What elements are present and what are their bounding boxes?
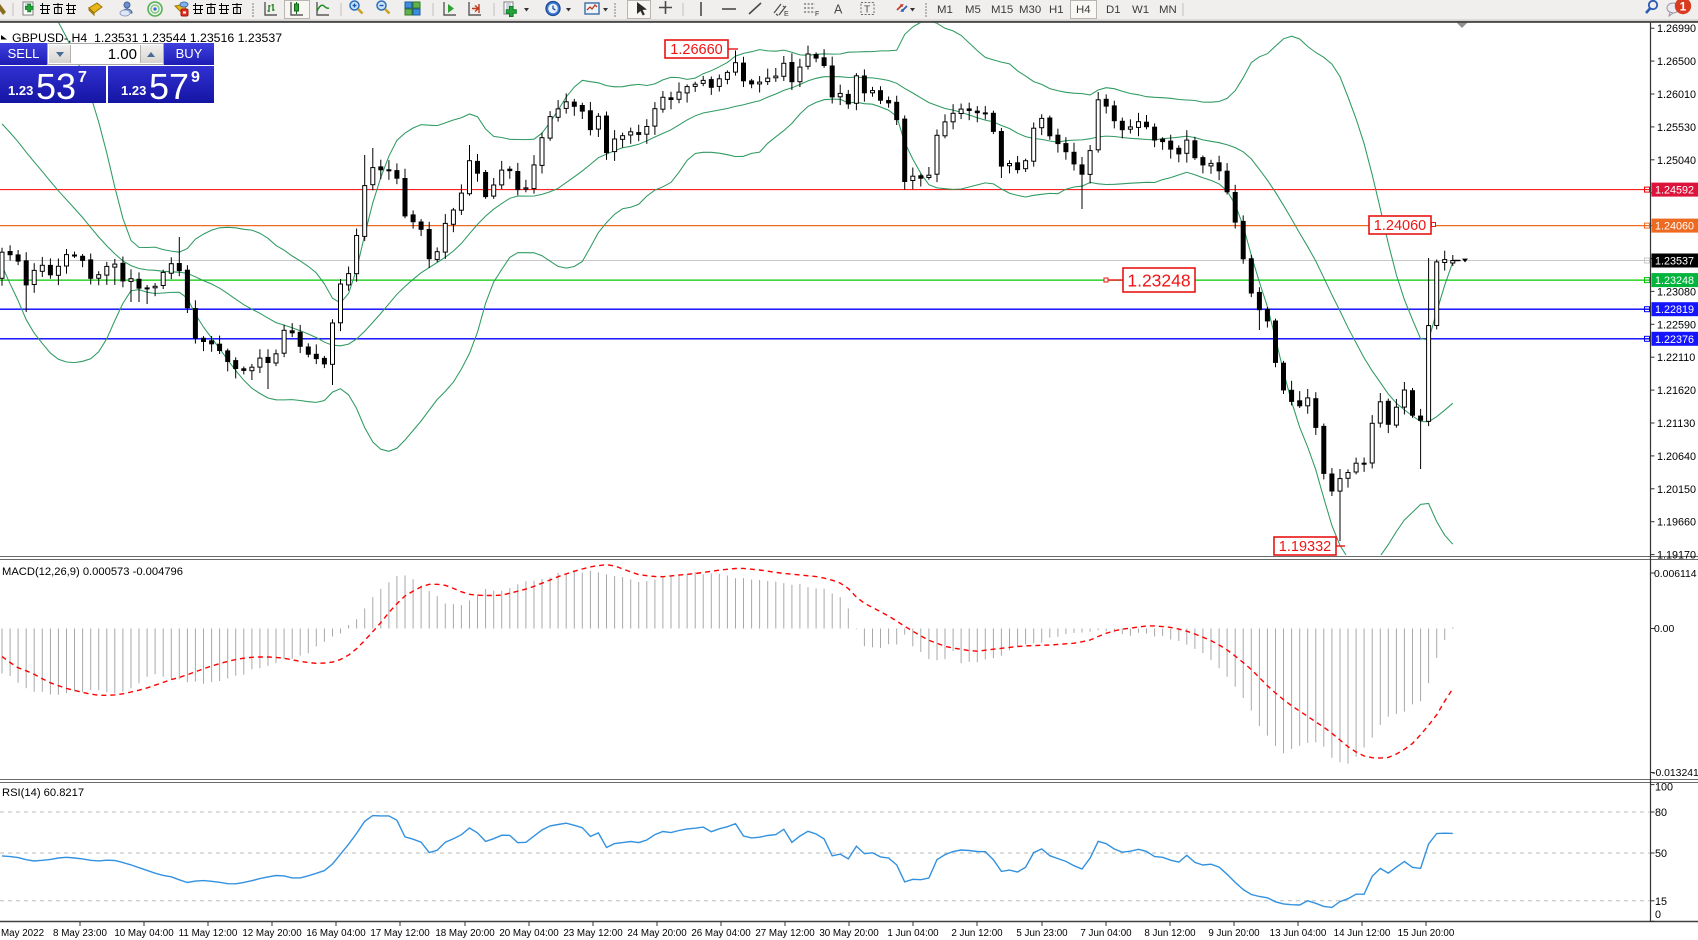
svg-text:1.25040: 1.25040: [1657, 155, 1696, 167]
svg-text:27 May 12:00: 27 May 12:00: [755, 928, 815, 939]
svg-text:9 Jun 20:00: 9 Jun 20:00: [1208, 928, 1260, 939]
svg-text:1.26660: 1.26660: [670, 42, 722, 58]
svg-text:18 May 20:00: 18 May 20:00: [435, 928, 495, 939]
svg-text:15 Jun 20:00: 15 Jun 20:00: [1398, 928, 1455, 939]
svg-text:GBPUSD-,H4 1.23531 1.23544 1.: GBPUSD-,H4 1.23531 1.23544 1.23516 1.235…: [12, 31, 282, 45]
svg-text:1.26500: 1.26500: [1657, 56, 1696, 68]
svg-text:A: A: [834, 3, 843, 17]
svg-text:1.26010: 1.26010: [1657, 89, 1696, 101]
svg-text:M15: M15: [991, 4, 1013, 16]
svg-text:17 May 12:00: 17 May 12:00: [370, 928, 430, 939]
svg-text:1.23080: 1.23080: [1657, 286, 1696, 298]
svg-text:100: 100: [1655, 782, 1673, 794]
svg-text:1.23248: 1.23248: [1655, 275, 1694, 287]
svg-text:W1: W1: [1132, 4, 1149, 16]
svg-text:0.006114: 0.006114: [1654, 569, 1697, 580]
svg-text:1.20150: 1.20150: [1657, 484, 1696, 496]
svg-text:15: 15: [1655, 896, 1667, 908]
svg-text:2 Jun 12:00: 2 Jun 12:00: [951, 928, 1003, 939]
svg-text:1.25530: 1.25530: [1657, 122, 1696, 134]
svg-text:1.20640: 1.20640: [1657, 451, 1696, 463]
svg-text:26 May 04:00: 26 May 04:00: [691, 928, 751, 939]
svg-text:50: 50: [1655, 848, 1667, 860]
svg-text:8 Jun 12:00: 8 Jun 12:00: [1144, 928, 1196, 939]
svg-text:1.19660: 1.19660: [1657, 517, 1696, 529]
svg-text:0: 0: [1655, 909, 1661, 921]
svg-text:30 May 20:00: 30 May 20:00: [819, 928, 879, 939]
svg-text:80: 80: [1655, 807, 1667, 819]
svg-text:1 Jun 04:00: 1 Jun 04:00: [887, 928, 939, 939]
svg-text:12 May 20:00: 12 May 20:00: [242, 928, 302, 939]
svg-text:E: E: [784, 11, 789, 18]
svg-text:MN: MN: [1159, 4, 1177, 16]
svg-text:1.24060: 1.24060: [1655, 221, 1694, 233]
svg-text:RSI(14) 60.8217: RSI(14) 60.8217: [2, 787, 84, 799]
svg-text:0.00: 0.00: [1654, 624, 1674, 635]
svg-text:10 May 04:00: 10 May 04:00: [114, 928, 174, 939]
svg-text:D1: D1: [1106, 4, 1121, 16]
svg-text:1.22590: 1.22590: [1657, 319, 1696, 331]
svg-text:8 May 23:00: 8 May 23:00: [53, 928, 107, 939]
svg-text:7 Jun 04:00: 7 Jun 04:00: [1080, 928, 1132, 939]
svg-text:5 Jun 23:00: 5 Jun 23:00: [1016, 928, 1068, 939]
svg-text:H4: H4: [1076, 4, 1091, 16]
svg-text:MACD(12,26,9) 0.000573 -0.0047: MACD(12,26,9) 0.000573 -0.004796: [2, 566, 183, 578]
svg-text:16 May 04:00: 16 May 04:00: [306, 928, 366, 939]
svg-text:1.22376: 1.22376: [1655, 334, 1694, 346]
svg-text:11 May 12:00: 11 May 12:00: [179, 928, 238, 939]
svg-text:1.22819: 1.22819: [1655, 304, 1694, 316]
svg-text:H1: H1: [1049, 4, 1064, 16]
svg-text:1.24060: 1.24060: [1374, 218, 1426, 234]
svg-text:M1: M1: [937, 4, 953, 16]
svg-text:23 May 12:00: 23 May 12:00: [563, 928, 623, 939]
svg-text:20 May 04:00: 20 May 04:00: [499, 928, 559, 939]
svg-text:1.21620: 1.21620: [1657, 385, 1696, 397]
svg-text:1.26990: 1.26990: [1657, 23, 1696, 35]
svg-text:1.22110: 1.22110: [1657, 352, 1695, 364]
svg-text:F: F: [815, 11, 819, 18]
svg-text:1: 1: [1680, 0, 1687, 14]
svg-text:1.24592: 1.24592: [1655, 185, 1694, 197]
svg-text:1.23248: 1.23248: [1127, 270, 1190, 290]
svg-text:1.19332: 1.19332: [1279, 539, 1331, 555]
svg-text:14 Jun 12:00: 14 Jun 12:00: [1334, 928, 1391, 939]
svg-text:-0.013241: -0.013241: [1652, 768, 1698, 779]
svg-text:24 May 20:00: 24 May 20:00: [627, 928, 687, 939]
svg-text:T: T: [864, 5, 870, 16]
svg-text:M30: M30: [1019, 4, 1041, 16]
svg-text:May 2022: May 2022: [1, 928, 44, 939]
svg-text:M5: M5: [965, 4, 981, 16]
svg-text:1.19170: 1.19170: [1657, 550, 1696, 562]
svg-text:1.23537: 1.23537: [1655, 256, 1694, 268]
svg-text:1.21130: 1.21130: [1657, 418, 1695, 430]
svg-text:13 Jun 04:00: 13 Jun 04:00: [1270, 928, 1327, 939]
